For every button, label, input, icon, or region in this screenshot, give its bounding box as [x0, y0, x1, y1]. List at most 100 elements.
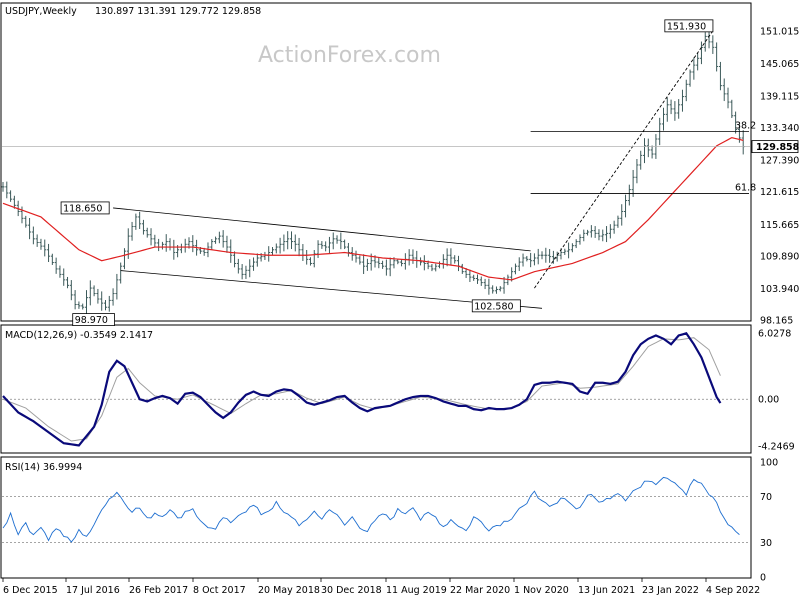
price-bar: [699, 41, 703, 65]
price-bar: [130, 221, 134, 241]
price-bar: [722, 78, 726, 102]
price-bar: [673, 101, 677, 121]
price-bar: [134, 213, 138, 230]
price-bar: [58, 265, 62, 278]
channel-line: [120, 270, 543, 309]
price-bar: [362, 254, 366, 275]
axes: 151.015 145.065 139.115 133.340 127.390 121.6…: [2, 26, 800, 596]
price-bar: [28, 217, 32, 240]
price-bar: [475, 274, 479, 284]
price-bar: [582, 229, 586, 242]
annotation-box: [471, 299, 521, 313]
price-bar: [529, 252, 533, 268]
price-bar: [703, 32, 707, 52]
price-bar: [532, 253, 536, 266]
price-bar: [688, 69, 692, 87]
price-axis-tick-label: 133.340: [760, 123, 799, 134]
price-bar: [47, 243, 51, 263]
annotation-label: 151.930: [667, 21, 706, 32]
price-bar: [62, 268, 66, 286]
price-bar: [715, 42, 719, 72]
price-bar: [88, 280, 92, 306]
price-bar: [293, 234, 297, 252]
current-price-label: 129.858: [756, 142, 800, 153]
price-bar: [12, 195, 16, 209]
price-bar: [320, 241, 324, 249]
price-bar: [616, 215, 620, 228]
price-bar: [282, 234, 286, 252]
price-bar: [240, 264, 244, 280]
macd-axis-tick-label: 0.00: [758, 395, 779, 406]
annotation-box: [72, 313, 115, 326]
moving-average-line: [2, 136, 744, 281]
price-bar: [639, 150, 643, 170]
price-bar: [608, 224, 612, 239]
price-bar: [388, 257, 392, 277]
price-bar: [92, 285, 96, 297]
price-bar: [445, 248, 449, 267]
annotation-box: [664, 19, 714, 33]
price-bar: [711, 35, 715, 54]
price-axis-tick-label: 121.615: [760, 187, 799, 198]
price-bar: [624, 194, 628, 218]
price-bar: [119, 262, 123, 284]
price-bar: [278, 237, 282, 254]
price-bar: [536, 248, 540, 265]
price-bar: [217, 231, 221, 244]
price-bar: [718, 61, 722, 91]
price-bar: [214, 236, 218, 244]
price-bar: [297, 237, 301, 257]
rsi-panel-title: RSI(14) 36.9994: [5, 462, 82, 473]
price-bar: [271, 247, 275, 256]
price-bar: [20, 206, 24, 224]
rsi-axis-tick-label: 70: [760, 492, 772, 503]
annotation-label: 102.580: [474, 301, 513, 312]
price-bar: [498, 286, 502, 292]
price-bar: [400, 259, 404, 267]
price-bar: [327, 236, 331, 254]
price-bar: [563, 248, 567, 255]
price-bar: [377, 257, 381, 269]
price-bar: [605, 226, 609, 243]
price-bar: [312, 250, 316, 268]
price-bar: [122, 248, 126, 270]
price-bar: [521, 253, 525, 267]
macd-axis-tick-label: -4.2469: [758, 441, 795, 452]
price-bar: [331, 232, 335, 250]
price-bar: [191, 235, 195, 253]
price-bar: [225, 235, 229, 253]
price-ohlc-values: 130.897 131.391 129.772 129.858: [95, 6, 261, 17]
price-bar: [551, 250, 555, 264]
price-bar: [153, 234, 157, 247]
price-bar: [460, 263, 464, 274]
price-bar: [255, 253, 259, 267]
price-bar: [684, 79, 688, 102]
macd-line: [2, 332, 722, 447]
macd-axis-tick-label: 6.0278: [758, 328, 791, 339]
price-bar: [96, 288, 100, 304]
price-bar: [66, 276, 70, 289]
price-bar: [73, 290, 77, 310]
price-axis-tick-label: 127.390: [760, 156, 799, 167]
price-panel-title: USDJPY,Weekly: [5, 6, 77, 17]
price-bar: [1, 181, 5, 192]
price-bar: [24, 215, 28, 228]
price-bar: [570, 243, 574, 253]
price-bar: [164, 234, 168, 252]
channel-line: [113, 207, 531, 252]
price-bar: [593, 226, 597, 238]
price-bar: [468, 269, 472, 282]
price-bar: [449, 248, 453, 265]
price-bar: [145, 227, 149, 238]
price-bar: [69, 280, 73, 301]
price-bar: [343, 239, 347, 250]
price-bar: [665, 97, 669, 122]
price-bar: [677, 99, 681, 119]
x-axis-tick-label: 6 Dec 2015: [3, 585, 58, 596]
fib-level-label: 61.8: [735, 182, 756, 193]
price-bar: [669, 99, 673, 115]
price-bar: [620, 204, 624, 226]
macd-plot: [2, 332, 750, 447]
price-bar: [517, 257, 521, 271]
price-bar: [487, 278, 491, 295]
